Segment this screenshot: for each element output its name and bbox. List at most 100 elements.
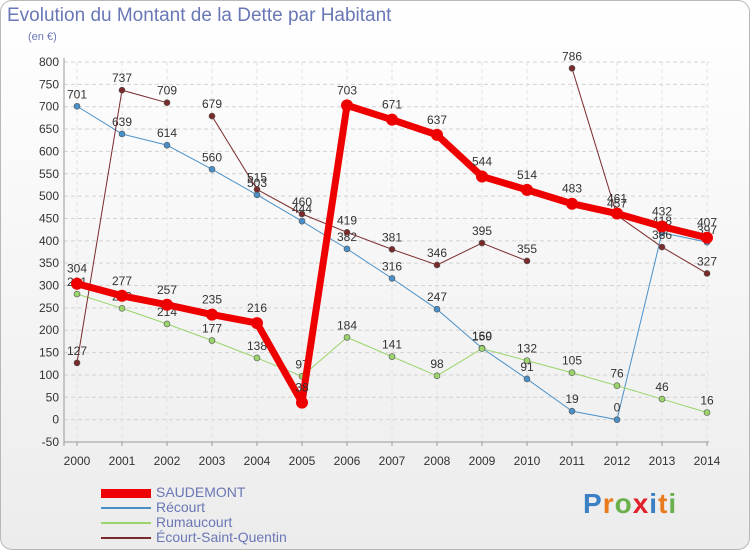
x-tick-label: 2010	[514, 454, 541, 468]
data-point	[521, 183, 533, 196]
data-label: 614	[157, 126, 177, 140]
y-tick-label: 250	[39, 301, 59, 315]
data-label: 460	[292, 195, 312, 209]
y-tick-label: 700	[39, 100, 59, 114]
data-point	[658, 395, 666, 403]
series-line-2	[571, 67, 708, 274]
data-label: 216	[247, 301, 267, 315]
data-point	[388, 275, 396, 282]
data-point	[206, 308, 218, 321]
x-tick-label: 2000	[64, 454, 91, 468]
data-point	[433, 305, 441, 313]
y-tick-label: 50	[46, 390, 60, 404]
data-label: 0	[614, 401, 621, 415]
y-tick-label: 300	[39, 279, 59, 293]
proxiti-logo: Proxiti	[583, 488, 678, 519]
data-point	[478, 239, 486, 247]
data-label: 515	[247, 170, 267, 184]
data-point	[431, 128, 443, 141]
data-label: 639	[112, 115, 132, 129]
data-point	[161, 298, 173, 311]
data-point	[523, 357, 531, 364]
x-tick-label: 2003	[199, 454, 226, 468]
data-point	[163, 99, 171, 106]
data-point	[118, 130, 126, 138]
y-tick-label: 400	[39, 234, 59, 248]
data-label: 91	[520, 360, 534, 374]
x-tick-label: 2006	[334, 454, 361, 468]
data-label: 235	[202, 293, 222, 307]
x-tick-label: 2009	[469, 454, 496, 468]
data-point	[343, 229, 351, 236]
data-label: 105	[562, 354, 582, 368]
data-point	[73, 359, 81, 367]
data-point	[298, 210, 306, 218]
data-label: 98	[430, 357, 444, 371]
data-point	[656, 220, 668, 233]
data-point	[71, 277, 83, 290]
data-label: 382	[337, 230, 357, 244]
data-label: 257	[157, 283, 177, 297]
data-point	[343, 334, 351, 341]
data-label: 247	[427, 290, 447, 304]
y-tick-label: 200	[39, 323, 59, 337]
y-tick-label: 350	[39, 256, 59, 270]
data-point	[251, 317, 263, 330]
data-point	[433, 372, 441, 380]
data-label: 544	[472, 154, 492, 168]
data-label: 395	[472, 224, 492, 238]
data-point	[388, 246, 396, 253]
legend-label: Récourt	[156, 499, 206, 515]
data-label: 679	[202, 97, 222, 111]
data-point	[701, 231, 713, 244]
data-label: 419	[337, 213, 357, 227]
data-point	[73, 290, 81, 298]
legend-label: Écourt-Saint-Quentin	[156, 529, 287, 545]
data-label: 177	[202, 322, 222, 336]
series-line-2	[211, 115, 528, 266]
y-tick-label: 600	[39, 144, 59, 158]
x-tick-label: 2013	[649, 454, 676, 468]
data-label: 461	[607, 192, 627, 206]
x-tick-label: 2005	[289, 454, 316, 468]
data-point	[118, 86, 126, 94]
chart-title: Evolution du Montant de la Dette par Hab…	[7, 5, 392, 26]
x-tick-label: 2004	[244, 454, 271, 468]
data-point	[613, 416, 621, 423]
chart-subtitle: (en €)	[28, 31, 57, 43]
data-point	[253, 186, 261, 193]
data-point	[116, 289, 128, 302]
y-tick-label: 550	[39, 167, 59, 181]
data-label: 38	[295, 381, 309, 395]
data-label: 138	[247, 339, 267, 353]
data-label: 514	[517, 168, 537, 182]
data-point	[478, 345, 486, 352]
data-label: 457	[607, 196, 627, 210]
data-label: 76	[610, 367, 624, 381]
data-label: 184	[337, 318, 357, 332]
x-tick-label: 2012	[604, 454, 631, 468]
data-point	[566, 197, 578, 210]
data-label: 141	[382, 338, 402, 352]
y-tick-label: 650	[39, 122, 59, 136]
data-point	[253, 354, 261, 362]
data-point	[433, 261, 441, 269]
data-point	[208, 112, 216, 120]
data-label: 316	[382, 259, 402, 273]
x-tick-label: 2011	[559, 454, 585, 468]
legend-label: SAUDEMONT	[156, 484, 246, 500]
data-label: 444	[292, 202, 312, 216]
data-point	[73, 102, 81, 110]
data-point	[208, 337, 216, 344]
y-tick-label: -50	[42, 435, 60, 449]
legend-swatch	[101, 488, 151, 498]
data-label: 637	[427, 113, 447, 127]
data-label: 346	[427, 246, 447, 260]
y-tick-label: 500	[39, 189, 59, 203]
data-point	[611, 207, 623, 220]
data-label: 432	[652, 205, 672, 219]
legend-swatch	[101, 522, 151, 524]
data-label: 355	[517, 242, 537, 256]
y-tick-label: 800	[39, 55, 59, 69]
